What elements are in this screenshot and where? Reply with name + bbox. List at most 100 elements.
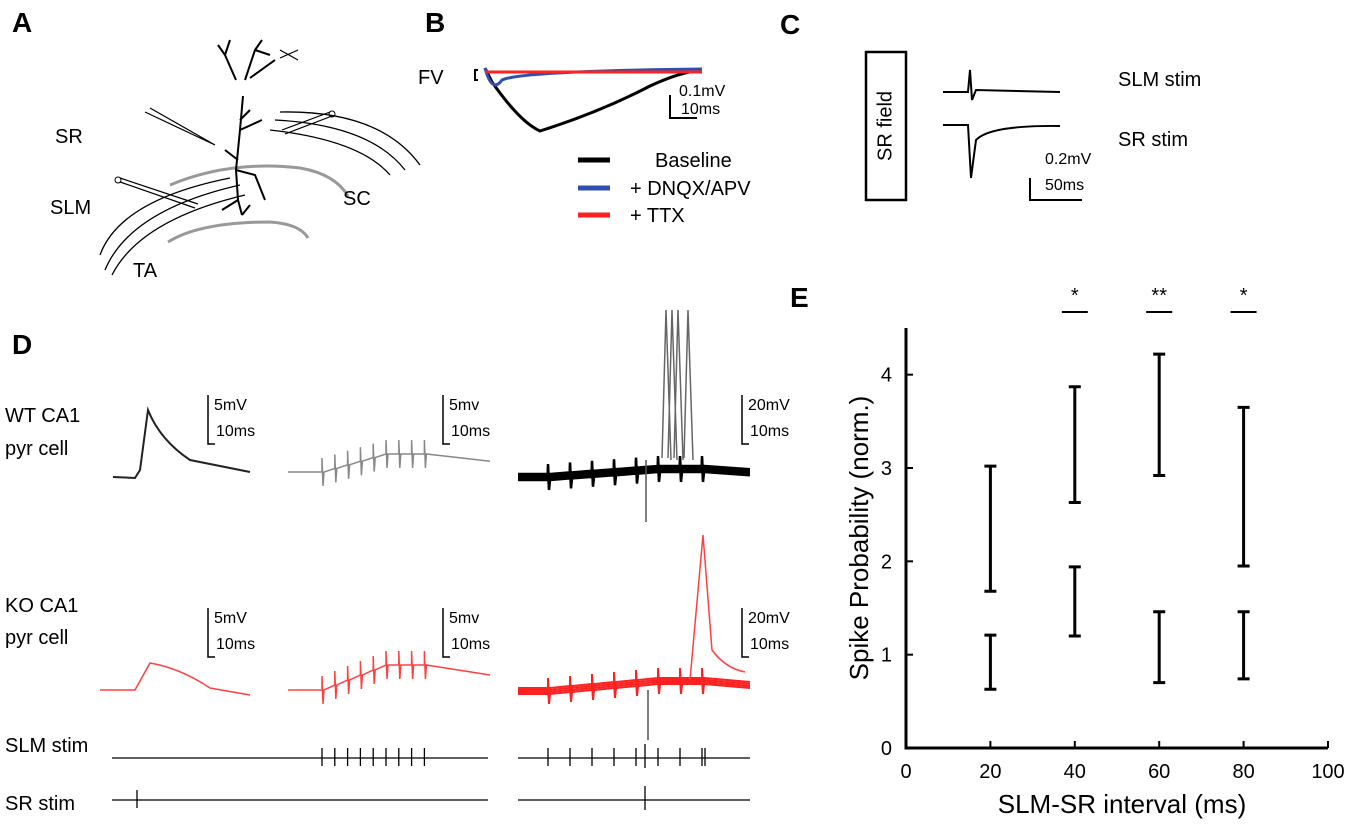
spike <box>673 309 684 461</box>
scale-bar <box>442 608 450 658</box>
panel-d: D WT CA1 pyr cell KO CA1 pyr cell SLM st… <box>5 295 790 815</box>
fv-label: FV <box>418 67 444 89</box>
trace <box>288 650 491 705</box>
significance: * <box>1240 285 1248 307</box>
scale-label: 0.2mV <box>1045 151 1092 168</box>
scale-label: 5mv <box>449 610 479 627</box>
row-label: pyr cell <box>5 438 68 460</box>
panel-letter: B <box>425 7 445 38</box>
arrowhead <box>674 295 680 302</box>
arrowhead <box>662 295 668 302</box>
artifact <box>645 460 649 740</box>
row-label: SLM stim <box>1118 69 1201 91</box>
error-bar <box>984 464 997 593</box>
x-tick-label: 40 <box>1064 761 1086 783</box>
panel-letter: E <box>790 282 809 313</box>
x-axis-label: SLM-SR interval (ms) <box>998 789 1246 819</box>
scale-label: 10ms <box>216 423 255 440</box>
row-label: KO CA1 <box>5 595 78 617</box>
arrowhead <box>684 295 690 302</box>
error-bar <box>1153 352 1166 477</box>
scale-label: 10ms <box>451 423 490 440</box>
scale-label: 20mV <box>748 610 790 627</box>
trace <box>518 673 751 705</box>
electrode-tip <box>114 176 122 184</box>
trace <box>518 461 751 491</box>
scale-label: 5mV <box>214 610 247 627</box>
scale-label: 50ms <box>1045 177 1084 194</box>
x-tick-label: 100 <box>1311 761 1344 783</box>
scale-label: 10ms <box>216 636 255 653</box>
panel-letter: D <box>12 329 32 360</box>
trace <box>288 439 491 487</box>
layer-border <box>167 220 310 244</box>
y-tick-label: 2 <box>881 551 892 573</box>
box <box>864 50 908 202</box>
scale-label: 5mv <box>449 397 479 414</box>
legend-label: + TTX <box>630 205 685 227</box>
arrowhead <box>1012 62 1020 70</box>
scale-bar <box>669 95 697 119</box>
stim-label: SLM stim <box>5 735 88 757</box>
scale-label: 0.1mV <box>679 83 726 100</box>
trace <box>943 124 1061 179</box>
error-bar <box>1068 565 1081 638</box>
y-tick-label: 1 <box>881 645 892 667</box>
row-label: WT CA1 <box>5 405 80 427</box>
panel-b: B FV 0.1mV 10ms Baseline + DNQX/APV + TT… <box>418 7 751 227</box>
scale-bar <box>741 395 749 445</box>
x-tick-label: 60 <box>1148 761 1170 783</box>
bracket <box>474 69 478 81</box>
panel-c: C SR field SLM stim SR stim 0.2mV 50ms <box>780 9 1201 202</box>
legend-label: Baseline <box>655 150 732 172</box>
y-axis-label: Spike Probability (norm.) <box>844 396 874 681</box>
ta-fibers <box>99 177 246 276</box>
trace-baseline <box>483 67 703 133</box>
spike <box>683 309 694 461</box>
significance: ** <box>1151 285 1167 307</box>
scale-label: 5mV <box>214 397 247 414</box>
significance: * <box>1071 285 1079 307</box>
soma <box>236 80 250 98</box>
arrowhead <box>668 295 674 302</box>
trace-wt <box>112 406 251 480</box>
scale-bar <box>207 395 215 445</box>
region-label: SR <box>55 126 83 148</box>
panel-letter: C <box>780 9 800 40</box>
sc-fibers <box>269 111 421 176</box>
x-tick-label: 0 <box>900 761 911 783</box>
row-label: pyr cell <box>5 627 68 649</box>
panel-a: A SR SLM SC TA <box>12 7 421 282</box>
scale-label: 10ms <box>451 636 490 653</box>
cell-layer <box>142 75 324 108</box>
row-label: SR stim <box>1118 129 1188 151</box>
trace-ko <box>100 662 251 696</box>
scale-label: 10ms <box>681 101 720 118</box>
y-tick-label: 4 <box>881 365 892 387</box>
scale-label: 10ms <box>750 636 789 653</box>
error-bar <box>1237 405 1250 568</box>
scale-label: 10ms <box>750 423 789 440</box>
trace <box>943 69 1061 101</box>
legend-label: + DNQX/APV <box>630 178 751 200</box>
scale-bar <box>442 395 450 445</box>
y-tick-label: 3 <box>881 458 892 480</box>
panel-letter: A <box>12 7 32 38</box>
stim-label: SR stim <box>5 793 75 815</box>
region-label: SC <box>343 188 371 210</box>
region-label: SLM <box>50 197 91 219</box>
trace-dnqx <box>483 67 703 87</box>
axes <box>904 328 1328 750</box>
x-tick-label: 20 <box>979 761 1001 783</box>
spike <box>689 534 746 681</box>
x-tick-label: 80 <box>1232 761 1254 783</box>
error-bar <box>1237 610 1250 681</box>
electrodes <box>119 49 333 209</box>
electrode-tip <box>328 110 336 118</box>
box-label: SR field <box>874 91 896 161</box>
arrowhead <box>701 512 707 519</box>
error-bar <box>1153 610 1166 685</box>
scale-bar <box>207 608 215 658</box>
